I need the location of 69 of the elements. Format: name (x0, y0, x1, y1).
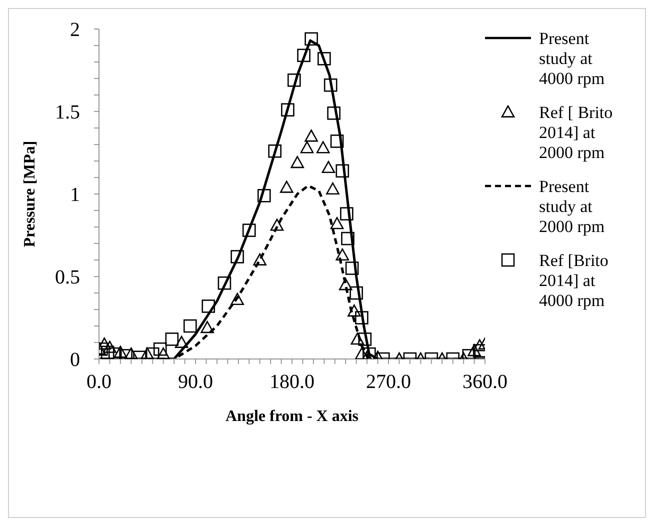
point (183, 319, 197, 333)
point (468, 344, 481, 356)
point (330, 134, 344, 148)
legend-label: Ref [Brito 2014] at 4000 rpm (539, 251, 610, 311)
point (324, 78, 338, 92)
point (202, 300, 216, 313)
x-tick-label: 90.0 (178, 371, 213, 394)
point (108, 347, 122, 359)
point (100, 346, 114, 359)
y-tick-label: 0 (70, 349, 80, 371)
point (124, 347, 138, 359)
point (316, 141, 330, 154)
point (281, 103, 294, 116)
y-tick-label: 1.5 (55, 102, 80, 124)
point (156, 347, 170, 359)
point (242, 224, 256, 237)
legend-label: Ref [ Brito 2014] at 2000 rpm (539, 103, 614, 163)
x-tick-label: 180.0 (270, 371, 314, 394)
point (99, 338, 112, 350)
point (350, 332, 364, 345)
point (304, 130, 318, 142)
point (287, 74, 301, 87)
point (140, 347, 154, 359)
point (218, 276, 232, 290)
point (270, 218, 284, 231)
point (345, 262, 359, 275)
point (358, 332, 372, 346)
x-tick-label: 270.0 (366, 371, 411, 394)
y-tick-label: 1 (70, 184, 80, 206)
point (350, 286, 363, 300)
point (336, 164, 350, 178)
point (290, 156, 304, 168)
point (322, 160, 336, 174)
point (336, 248, 350, 260)
point (318, 52, 331, 66)
y-tick-label: 0.5 (55, 266, 80, 288)
point (253, 253, 266, 266)
point (348, 304, 361, 317)
point (300, 141, 314, 154)
point (355, 311, 368, 324)
point (472, 339, 485, 352)
point (268, 144, 282, 158)
point (326, 182, 340, 194)
point (304, 32, 318, 46)
point (257, 189, 271, 202)
point (103, 340, 116, 353)
point (174, 336, 188, 348)
legend-label: Present study at 2000 rpm (539, 177, 606, 237)
x-axis-title: Angle from - X axis (225, 408, 359, 425)
point (165, 332, 179, 346)
x-tick-label: 360.0 (462, 371, 508, 394)
point (280, 180, 294, 193)
y-axis-title: Pressure [MPa] (22, 140, 39, 248)
point (230, 250, 244, 264)
point (114, 346, 128, 358)
legend-label: Present study at 4000 rpm (539, 29, 606, 89)
point (297, 48, 310, 62)
point (355, 347, 368, 359)
point (200, 321, 214, 334)
point (146, 347, 160, 359)
point (341, 232, 354, 246)
point (230, 292, 244, 306)
point (153, 342, 167, 356)
x-tick-label: 0.0 (86, 371, 112, 394)
point (327, 106, 340, 120)
y-tick-label: 2 (70, 19, 80, 41)
point (340, 207, 354, 220)
point (338, 278, 352, 290)
point (330, 217, 344, 230)
